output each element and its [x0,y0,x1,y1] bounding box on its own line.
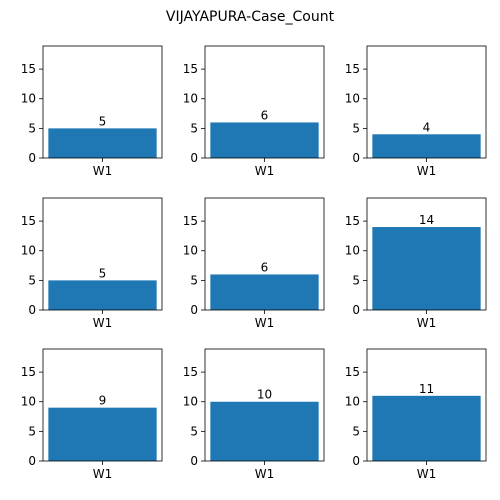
x-tick-label: W1 [417,164,437,178]
subplot-5: 6 W1 0 5 10 15 [183,197,325,330]
y-tick-label: 10 [183,244,198,258]
y-tick-label: 10 [21,395,36,409]
x-tick-label: W1 [255,467,275,481]
bar [48,128,157,158]
y-tick-label: 0 [190,454,198,468]
bar-value-label: 14 [419,213,434,227]
y-tick-label: 15 [183,365,198,379]
subplot-9: 11 W1 0 5 10 15 [345,348,487,481]
y-tick-label: 0 [352,454,360,468]
x-tick-label: W1 [417,316,437,330]
bar-value-label: 6 [261,260,269,274]
y-tick-label: 0 [352,151,360,165]
bar [48,407,157,461]
x-tick-label: W1 [417,467,437,481]
y-tick-label: 0 [28,303,36,317]
bar [210,274,319,310]
y-tick-label: 5 [28,273,36,287]
y-tick-label: 10 [21,244,36,258]
y-tick-label: 15 [345,62,360,76]
subplot-4: 5 W1 0 5 10 15 [21,197,163,330]
bar-value-label: 5 [99,114,107,128]
y-tick-label: 5 [352,121,360,135]
x-tick-label: W1 [93,164,113,178]
y-tick-label: 15 [21,62,36,76]
y-tick-label: 15 [183,214,198,228]
y-tick-label: 10 [183,92,198,106]
y-tick-label: 15 [345,365,360,379]
subplot-1: 5 W1 0 5 10 15 [21,45,163,178]
figure-title: VIJAYAPURA-Case_Count [166,9,335,25]
x-tick-label: W1 [93,467,113,481]
y-tick-label: 5 [352,424,360,438]
bar-value-label: 5 [99,266,107,280]
y-tick-label: 15 [21,365,36,379]
axes-frame [42,197,163,311]
y-tick-label: 0 [190,303,198,317]
bar-value-label: 4 [423,120,431,134]
y-tick-label: 5 [190,121,198,135]
bar [210,401,319,461]
y-tick-label: 15 [183,62,198,76]
bar-value-label: 11 [419,382,434,396]
bar-value-label: 9 [99,394,107,408]
bar [210,122,319,158]
x-tick-label: W1 [255,316,275,330]
axes-frame [366,45,487,159]
y-tick-label: 10 [21,92,36,106]
y-tick-label: 5 [28,121,36,135]
bar [48,280,157,310]
bar [372,395,481,461]
axes-frame [42,348,163,462]
axes-frame [204,197,325,311]
bar [372,134,481,158]
subplot-grid: 5 W1 0 5 10 15 6 W1 0 5 10 15 4 W1 0 5 10 15 5 W1 0 5 10 15 6 W1 0… [21,45,487,481]
subplot-7: 9 W1 0 5 10 15 [21,348,163,481]
y-tick-label: 10 [345,395,360,409]
y-tick-label: 5 [28,424,36,438]
axes-frame [42,45,163,159]
axes-frame [366,348,487,462]
y-tick-label: 0 [28,454,36,468]
y-tick-label: 10 [345,92,360,106]
axes-frame [366,197,487,311]
x-tick-label: W1 [255,164,275,178]
y-tick-label: 0 [352,303,360,317]
y-tick-label: 15 [21,214,36,228]
y-tick-label: 0 [190,151,198,165]
bar [372,227,481,310]
subplot-2: 6 W1 0 5 10 15 [183,45,325,178]
y-tick-label: 5 [190,273,198,287]
y-tick-label: 10 [345,244,360,258]
x-tick-label: W1 [93,316,113,330]
axes-frame [204,348,325,462]
y-tick-label: 5 [190,424,198,438]
bar-value-label: 6 [261,108,269,122]
y-tick-label: 5 [352,273,360,287]
y-tick-label: 10 [183,395,198,409]
y-tick-label: 15 [345,214,360,228]
y-tick-label: 0 [28,151,36,165]
subplot-6: 14 W1 0 5 10 15 [345,197,487,330]
subplot-8: 10 W1 0 5 10 15 [183,348,325,481]
axes-frame [204,45,325,159]
subplot-3: 4 W1 0 5 10 15 [345,45,487,178]
bar-value-label: 10 [257,388,272,402]
